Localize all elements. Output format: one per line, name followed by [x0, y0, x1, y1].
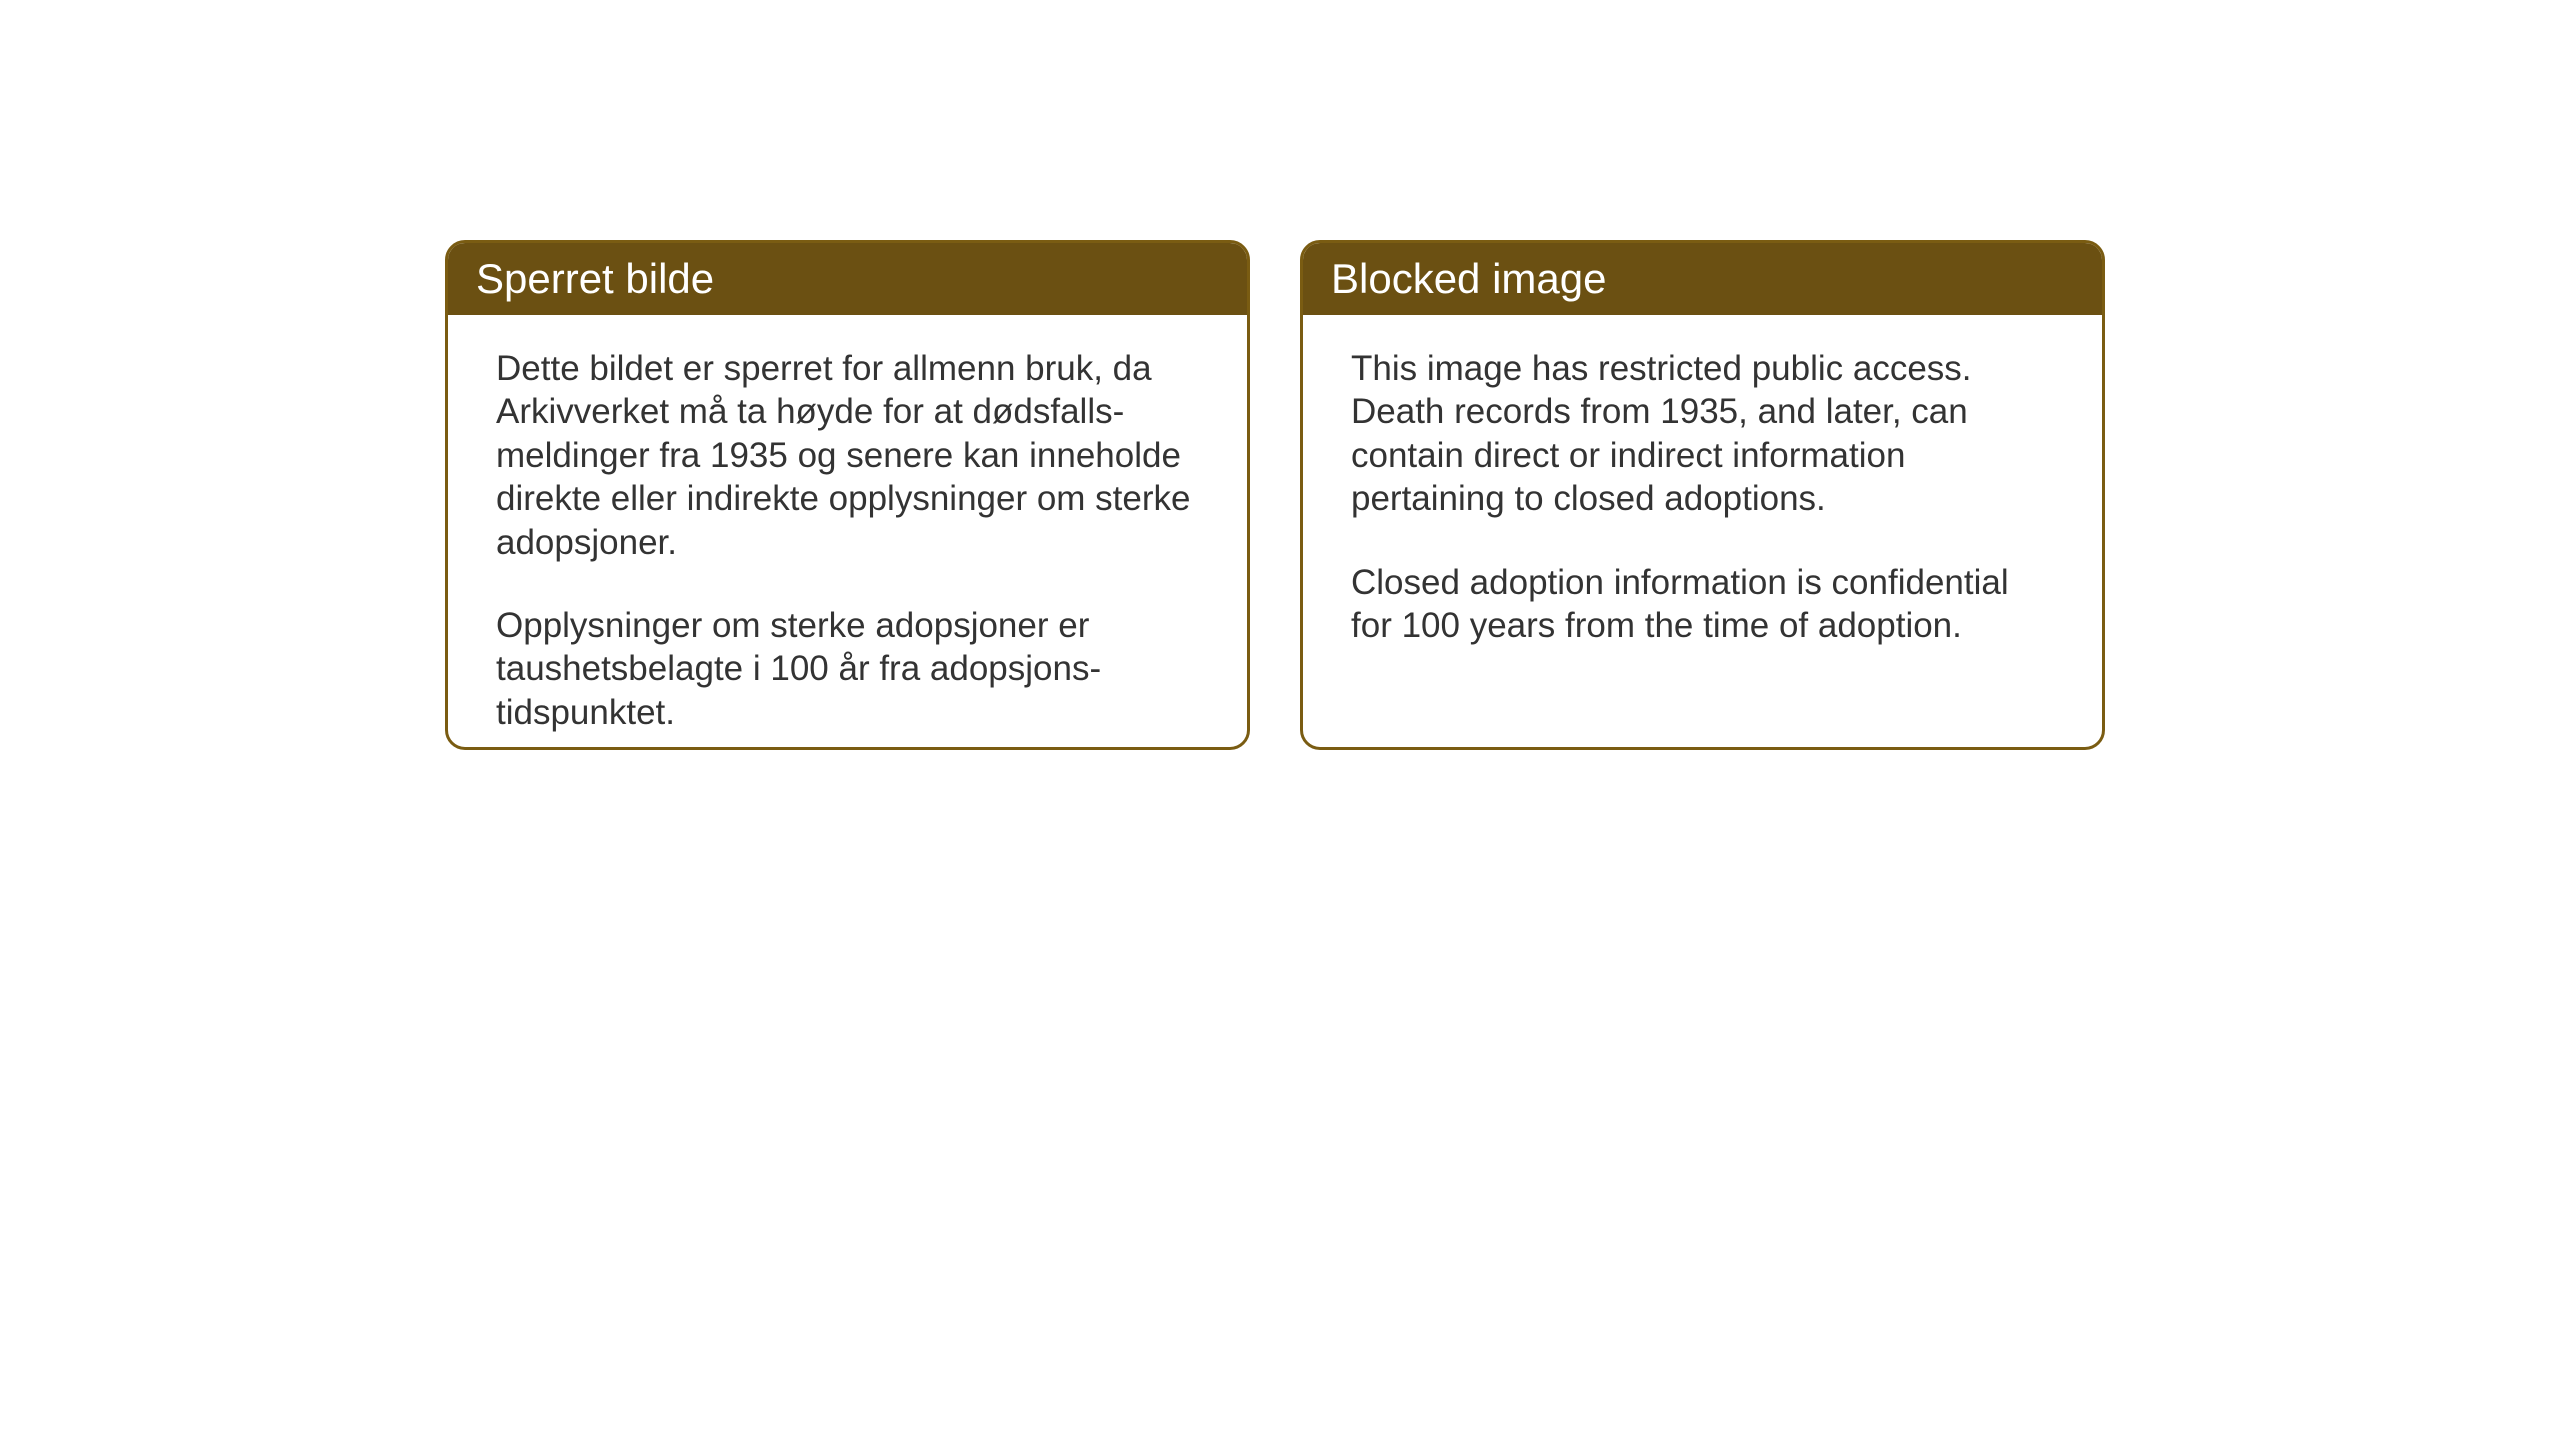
card-english: Blocked image This image has restricted … [1300, 240, 2105, 750]
card-title-english: Blocked image [1331, 255, 1606, 302]
card-norwegian: Sperret bilde Dette bildet er sperret fo… [445, 240, 1250, 750]
card-paragraph1-norwegian: Dette bildet er sperret for allmenn bruk… [496, 347, 1199, 564]
card-paragraph1-english: This image has restricted public access.… [1351, 347, 2054, 521]
card-header-english: Blocked image [1303, 243, 2102, 315]
cards-container: Sperret bilde Dette bildet er sperret fo… [445, 240, 2105, 750]
card-paragraph2-norwegian: Opplysninger om sterke adopsjoner er tau… [496, 604, 1199, 734]
card-body-norwegian: Dette bildet er sperret for allmenn bruk… [448, 315, 1247, 750]
card-title-norwegian: Sperret bilde [476, 255, 714, 302]
card-paragraph2-english: Closed adoption information is confident… [1351, 561, 2054, 648]
card-header-norwegian: Sperret bilde [448, 243, 1247, 315]
card-body-english: This image has restricted public access.… [1303, 315, 2102, 679]
